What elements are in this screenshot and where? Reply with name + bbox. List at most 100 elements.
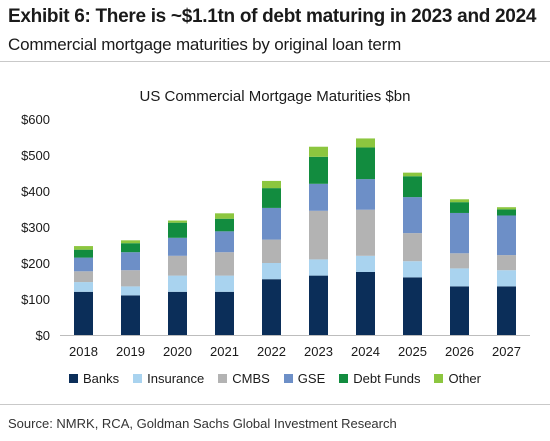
bar-segment xyxy=(262,207,281,240)
bar-segment xyxy=(215,213,234,219)
bar-segment xyxy=(74,257,93,272)
x-tick-label: 2023 xyxy=(304,344,333,359)
bar-segment xyxy=(450,253,469,269)
bar-segment xyxy=(121,286,140,296)
y-tick-label: $400 xyxy=(21,184,50,199)
bar-segment xyxy=(215,231,234,253)
legend-swatch xyxy=(133,373,143,383)
x-tick-label: 2020 xyxy=(163,344,192,359)
y-tick-label: $100 xyxy=(21,292,50,307)
legend-label: Insurance xyxy=(147,370,205,386)
bar-segment xyxy=(356,138,375,148)
bar-segment xyxy=(403,176,422,198)
bar-segment xyxy=(168,222,187,238)
x-tick-label: 2022 xyxy=(257,344,286,359)
x-tick-label: 2021 xyxy=(210,344,239,359)
bar-segment xyxy=(309,156,328,184)
legend-item: GSE xyxy=(283,370,326,386)
bar-segment xyxy=(309,275,328,335)
bar-segment xyxy=(356,147,375,180)
bar-segment xyxy=(74,249,93,258)
legend-swatch xyxy=(218,373,228,383)
legend-label: Other xyxy=(448,370,481,386)
x-axis: 2018 2019 2020 2021 2022 2023 2024 2025 2026 2027 xyxy=(69,344,521,359)
legend-swatch xyxy=(434,373,444,383)
bar-segment xyxy=(168,237,187,256)
bar-segment xyxy=(309,146,328,157)
y-tick-label: $300 xyxy=(21,220,50,235)
bar-segment xyxy=(215,275,234,292)
bar-segment xyxy=(215,252,234,276)
bar-segment xyxy=(497,286,516,335)
bar-segment xyxy=(450,202,469,213)
source-note: Source: NMRK, RCA, Goldman Sachs Global … xyxy=(8,416,397,431)
bar-segment xyxy=(121,270,140,287)
bar-segment xyxy=(450,212,469,254)
bar-segment xyxy=(497,215,516,256)
legend-swatch xyxy=(339,373,349,383)
bar-segment xyxy=(356,255,375,272)
bar-segment xyxy=(215,218,234,232)
exhibit-title: Exhibit 6: There is ~$1.1tn of debt matu… xyxy=(8,6,537,27)
bar-segment xyxy=(121,243,140,253)
legend-label: GSE xyxy=(297,370,326,386)
bar-segment xyxy=(168,291,187,335)
legend-item: Insurance xyxy=(133,371,204,386)
y-tick-label: $0 xyxy=(36,328,50,343)
bar-segment xyxy=(74,271,93,283)
bar-segment xyxy=(121,295,140,335)
bar-segment xyxy=(215,291,234,335)
bar-segment xyxy=(497,207,516,210)
legend: Banks Insurance CMBS GSE Debt Funds Other xyxy=(0,368,550,388)
bar-segment xyxy=(74,291,93,335)
bars xyxy=(74,138,516,335)
y-tick-label: $500 xyxy=(21,148,50,163)
bar-segment xyxy=(168,275,187,292)
y-axis: $0 $100 $200 $300 $400 $500 $600 xyxy=(21,112,50,343)
legend-swatch xyxy=(69,373,78,383)
bar-segment xyxy=(121,240,140,244)
x-tick-label: 2026 xyxy=(445,344,474,359)
bar-segment xyxy=(262,263,281,280)
legend-label: Debt Funds xyxy=(353,370,421,386)
bar-segment xyxy=(403,261,422,278)
bar-segment xyxy=(74,282,93,292)
x-tick-label: 2018 xyxy=(69,344,98,359)
bar-segment xyxy=(497,270,516,287)
bar-segment xyxy=(74,246,93,250)
x-tick-label: 2025 xyxy=(398,344,427,359)
x-tick-label: 2019 xyxy=(116,344,145,359)
bar-segment xyxy=(262,239,281,263)
bar-segment xyxy=(403,277,422,335)
bar-segment xyxy=(356,209,375,256)
bar-segment xyxy=(121,252,140,271)
legend-label: CMBS xyxy=(232,370,270,386)
bar-segment xyxy=(403,197,422,234)
x-tick-label: 2024 xyxy=(351,344,380,359)
bar-segment xyxy=(403,233,422,262)
legend-swatch xyxy=(283,373,293,383)
bar-segment xyxy=(403,172,422,177)
bar-segment xyxy=(309,210,328,260)
bottom-divider xyxy=(0,404,550,405)
legend-item: Debt Funds xyxy=(339,371,420,386)
bar-segment xyxy=(262,188,281,208)
bar-segment xyxy=(450,268,469,287)
legend-item: Other xyxy=(434,371,481,386)
bar-segment xyxy=(497,209,516,216)
legend-item: CMBS xyxy=(218,371,270,386)
bar-segment xyxy=(497,255,516,271)
bar-segment xyxy=(262,180,281,189)
bar-segment xyxy=(309,259,328,276)
bar-segment xyxy=(168,220,187,223)
bar-segment xyxy=(356,179,375,210)
bar-segment xyxy=(262,279,281,335)
bar-segment xyxy=(450,286,469,335)
y-tick-label: $600 xyxy=(21,112,50,127)
exhibit-subtitle: Commercial mortgage maturities by origin… xyxy=(8,35,402,54)
y-tick-label: $200 xyxy=(21,256,50,271)
legend-label: Banks xyxy=(83,370,120,386)
chart-title: US Commercial Mortgage Maturities $bn xyxy=(140,88,411,105)
x-tick-label: 2027 xyxy=(492,344,521,359)
